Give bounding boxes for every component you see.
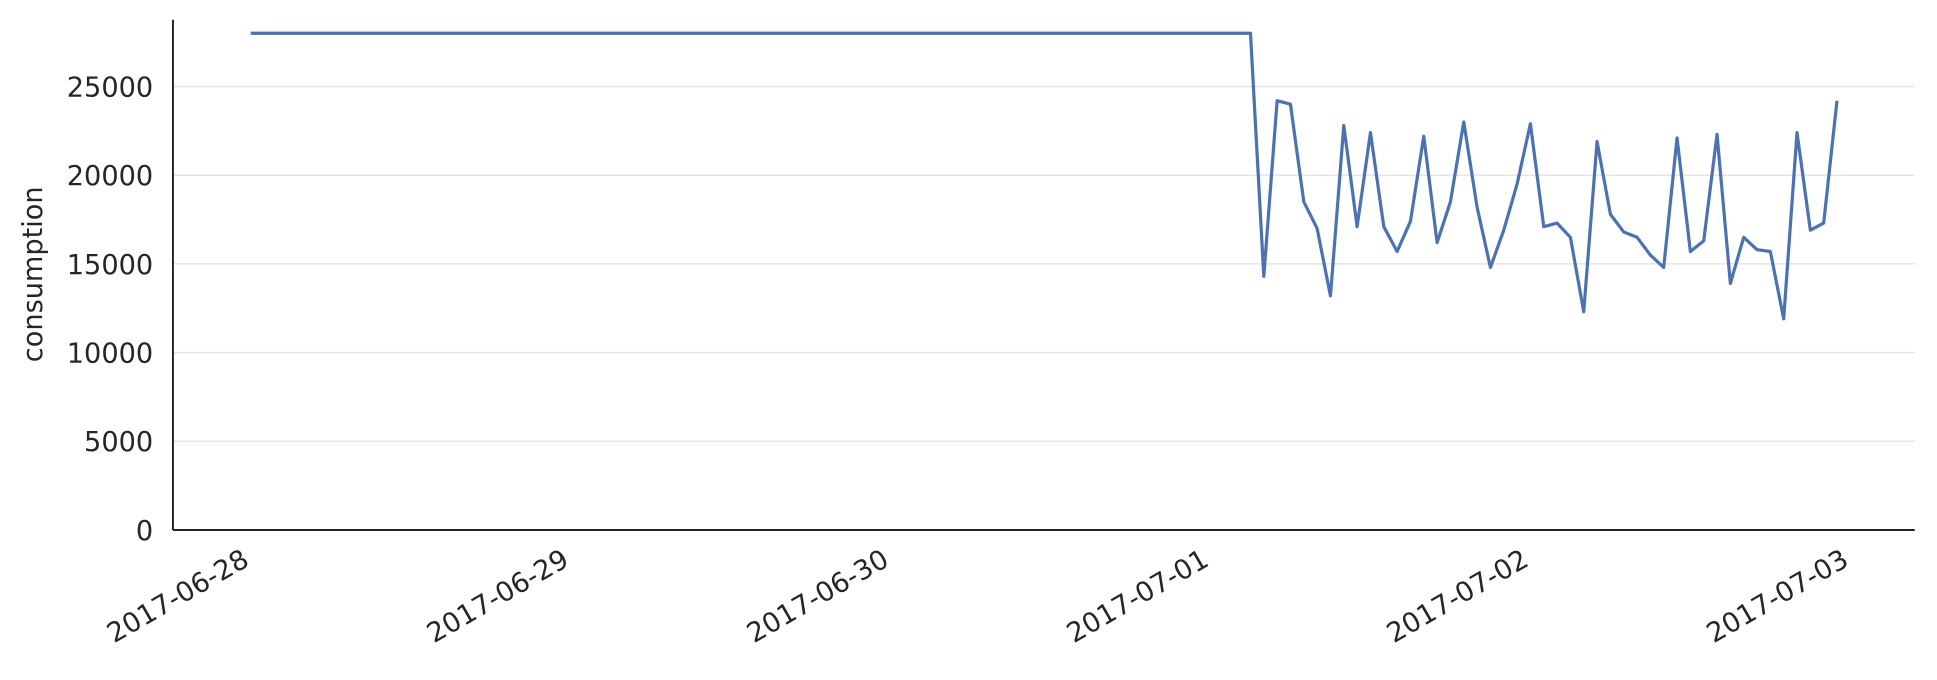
y-tick-label: 20000 (67, 161, 153, 192)
y-tick-label: 15000 (67, 250, 153, 281)
x-tick-label: 2017-07-01 (1062, 544, 1214, 650)
x-tick-label: 2017-07-02 (1382, 544, 1534, 650)
line (250, 31, 1839, 321)
x-tick-label: 2017-07-03 (1702, 544, 1854, 650)
x-tick-label: 2017-06-30 (742, 544, 894, 650)
y-tick-label: 5000 (84, 427, 153, 458)
y-tick-label: 0 (136, 516, 153, 547)
y-tick-label: 10000 (67, 338, 153, 369)
y-axis-label: consumption (18, 186, 49, 362)
y-tick-label: 25000 (67, 72, 153, 103)
x-tick-label: 2017-06-28 (102, 544, 254, 650)
x-tick-label: 2017-06-29 (422, 544, 574, 650)
